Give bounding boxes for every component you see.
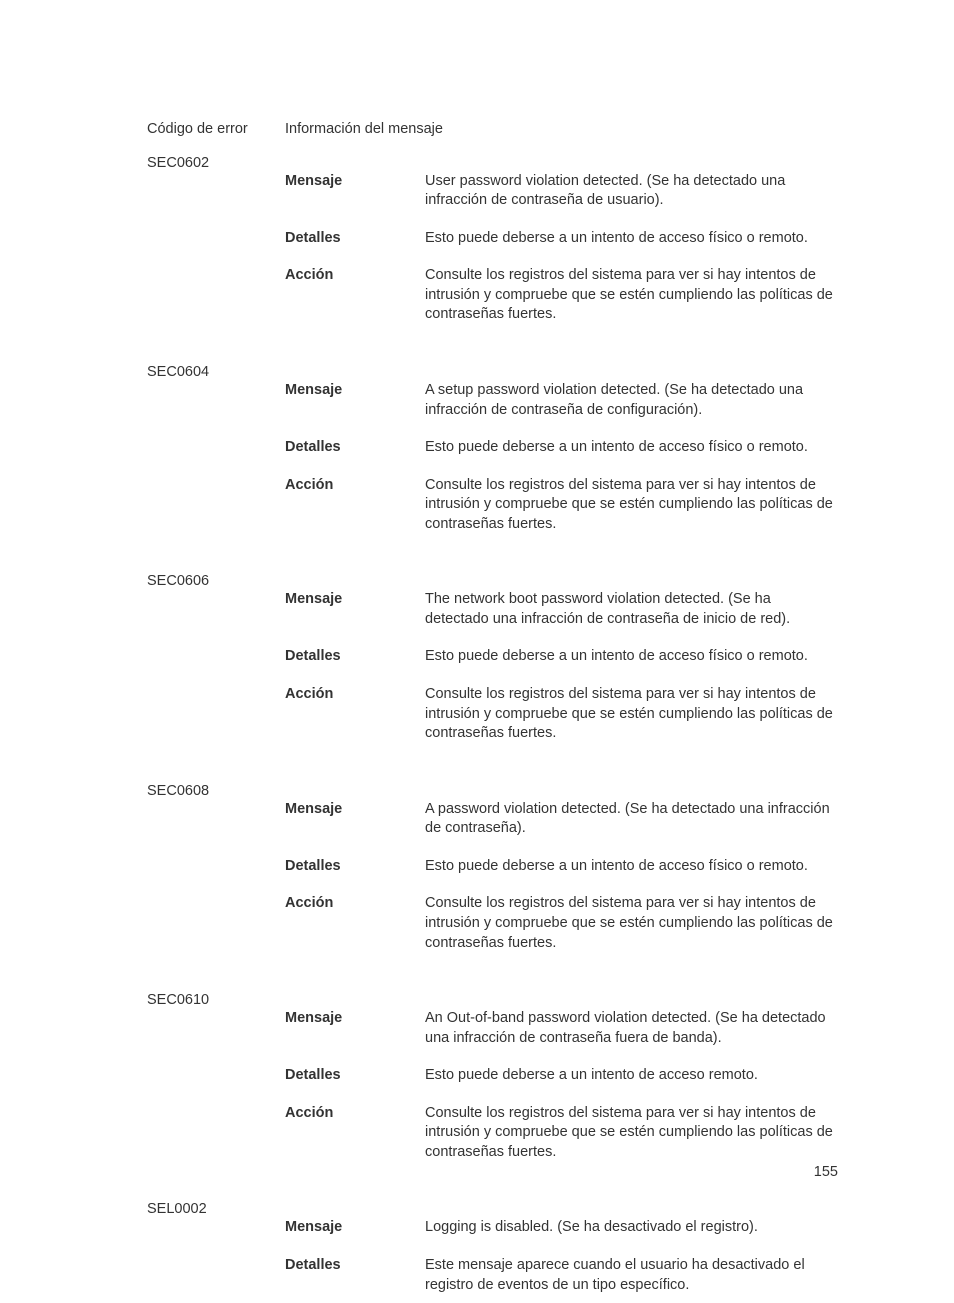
field-value: Consulte los registros del sistema para …	[425, 1104, 838, 1163]
field-label: Acción	[285, 1104, 425, 1163]
field-label: Detalles	[285, 647, 425, 667]
field-label: Detalles	[285, 857, 425, 877]
field-value: A password violation detected. (Se ha de…	[425, 800, 838, 839]
field-label: Detalles	[285, 1066, 425, 1086]
field-row-mensaje: MensajeUser password violation detected.…	[285, 172, 838, 211]
field-value: An Out-of-band password violation detect…	[425, 1009, 838, 1048]
field-label: Mensaje	[285, 1218, 425, 1238]
field-label: Mensaje	[285, 172, 425, 211]
header-code-col: Código de error	[147, 120, 285, 140]
error-entry: SEC0606MensajeThe network boot password …	[147, 572, 838, 751]
error-details: MensajeThe network boot password violati…	[285, 572, 838, 751]
error-details: MensajeLogging is disabled. (Se ha desac…	[285, 1200, 838, 1303]
field-label: Acción	[285, 685, 425, 744]
field-label: Acción	[285, 266, 425, 325]
error-details: MensajeUser password violation detected.…	[285, 154, 838, 333]
field-row-detalles: DetallesEsto puede deberse a un intento …	[285, 647, 838, 667]
field-value: Consulte los registros del sistema para …	[425, 685, 838, 744]
field-label: Detalles	[285, 438, 425, 458]
field-value: Esto puede deberse a un intento de acces…	[425, 1066, 838, 1086]
field-row-accion: AcciónConsulte los registros del sistema…	[285, 1104, 838, 1163]
field-row-mensaje: MensajeThe network boot password violati…	[285, 590, 838, 629]
field-value: Consulte los registros del sistema para …	[425, 266, 838, 325]
field-value: Esto puede deberse a un intento de acces…	[425, 857, 838, 877]
error-details: MensajeA password violation detected. (S…	[285, 782, 838, 961]
error-code: SEL0002	[147, 1200, 285, 1303]
error-code: SEC0604	[147, 363, 285, 542]
field-row-accion: AcciónConsulte los registros del sistema…	[285, 685, 838, 744]
field-row-mensaje: MensajeA password violation detected. (S…	[285, 800, 838, 839]
error-code: SEC0602	[147, 154, 285, 333]
field-label: Mensaje	[285, 800, 425, 839]
field-row-mensaje: MensajeAn Out-of-band password violation…	[285, 1009, 838, 1048]
error-details: MensajeA setup password violation detect…	[285, 363, 838, 542]
error-code: SEC0606	[147, 572, 285, 751]
field-row-accion: AcciónConsulte los registros del sistema…	[285, 476, 838, 535]
field-value: Consulte los registros del sistema para …	[425, 894, 838, 953]
field-value: Consulte los registros del sistema para …	[425, 476, 838, 535]
field-row-accion: AcciónConsulte los registros del sistema…	[285, 266, 838, 325]
field-row-detalles: DetallesEsto puede deberse a un intento …	[285, 857, 838, 877]
field-row-accion: AcciónConsulte los registros del sistema…	[285, 894, 838, 953]
field-label: Acción	[285, 476, 425, 535]
field-label: Mensaje	[285, 1009, 425, 1048]
error-entry: SEC0602MensajeUser password violation de…	[147, 154, 838, 333]
field-value: Esto puede deberse a un intento de acces…	[425, 229, 838, 249]
field-value: The network boot password violation dete…	[425, 590, 838, 629]
field-label: Detalles	[285, 229, 425, 249]
error-details: MensajeAn Out-of-band password violation…	[285, 991, 838, 1170]
field-label: Mensaje	[285, 590, 425, 629]
document-page: Código de error Información del mensaje …	[0, 0, 954, 1303]
field-value: Este mensaje aparece cuando el usuario h…	[425, 1256, 838, 1295]
field-label: Acción	[285, 894, 425, 953]
error-code: SEC0608	[147, 782, 285, 961]
field-row-detalles: DetallesEsto puede deberse a un intento …	[285, 229, 838, 249]
field-label: Mensaje	[285, 381, 425, 420]
field-row-detalles: DetallesEste mensaje aparece cuando el u…	[285, 1256, 838, 1295]
field-row-mensaje: MensajeLogging is disabled. (Se ha desac…	[285, 1218, 838, 1238]
field-value: Esto puede deberse a un intento de acces…	[425, 438, 838, 458]
entries-container: SEC0602MensajeUser password violation de…	[147, 154, 838, 1303]
error-code: SEC0610	[147, 991, 285, 1170]
page-number: 155	[814, 1164, 838, 1180]
field-row-mensaje: MensajeA setup password violation detect…	[285, 381, 838, 420]
field-label: Detalles	[285, 1256, 425, 1295]
field-value: User password violation detected. (Se ha…	[425, 172, 838, 211]
field-row-detalles: DetallesEsto puede deberse a un intento …	[285, 438, 838, 458]
error-entry: SEC0608MensajeA password violation detec…	[147, 782, 838, 961]
field-row-detalles: DetallesEsto puede deberse a un intento …	[285, 1066, 838, 1086]
error-entry: SEC0610MensajeAn Out-of-band password vi…	[147, 991, 838, 1170]
field-value: A setup password violation detected. (Se…	[425, 381, 838, 420]
error-entry: SEC0604MensajeA setup password violation…	[147, 363, 838, 542]
field-value: Esto puede deberse a un intento de acces…	[425, 647, 838, 667]
error-entry: SEL0002MensajeLogging is disabled. (Se h…	[147, 1200, 838, 1303]
header-info-col: Información del mensaje	[285, 120, 838, 140]
table-header-row: Código de error Información del mensaje	[147, 120, 838, 140]
field-value: Logging is disabled. (Se ha desactivado …	[425, 1218, 838, 1238]
